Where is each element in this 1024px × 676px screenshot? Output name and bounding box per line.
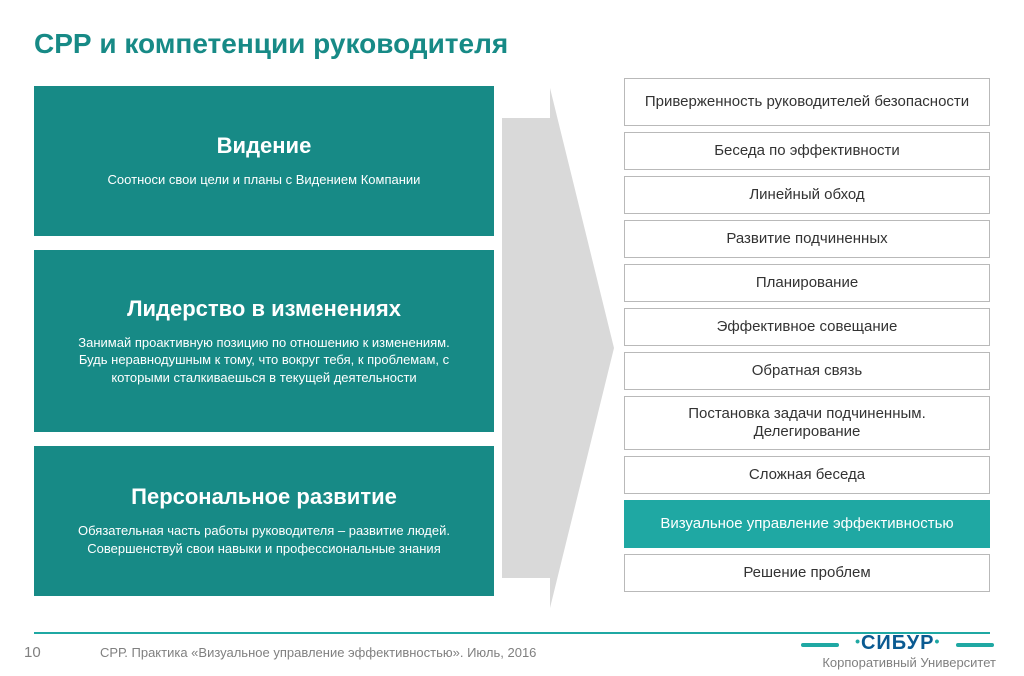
brand-name: СИБУР bbox=[845, 632, 950, 654]
content-row: Видение Соотноси свои цели и планы с Вид… bbox=[34, 78, 990, 618]
brand-decor bbox=[956, 643, 994, 647]
competency-box: Видение Соотноси свои цели и планы с Вид… bbox=[34, 86, 494, 236]
competency-box: Персональное развитие Обязательная часть… bbox=[34, 446, 494, 596]
footer: 10 СРР. Практика «Визуальное управление … bbox=[0, 628, 1024, 676]
list-item: Приверженность руководителей безопасност… bbox=[624, 78, 990, 126]
competency-title: Видение bbox=[68, 133, 460, 159]
slide: СРР и компетенции руководителя Видение С… bbox=[0, 0, 1024, 676]
competency-desc: Обязательная часть работы руководителя –… bbox=[68, 522, 460, 557]
competency-title: Персональное развитие bbox=[68, 484, 460, 510]
list-item: Решение проблем bbox=[624, 554, 990, 592]
items-column: Приверженность руководителей безопасност… bbox=[614, 78, 990, 618]
list-item: Визуальное управление эффективностью bbox=[624, 500, 990, 548]
brand-subtitle: Корпоративный Университет bbox=[799, 656, 996, 670]
brand-decor bbox=[801, 643, 839, 647]
list-item: Постановка задачи подчиненным. Делегиров… bbox=[624, 396, 990, 450]
list-item: Планирование bbox=[624, 264, 990, 302]
slide-title: СРР и компетенции руководителя bbox=[34, 28, 990, 60]
list-item: Обратная связь bbox=[624, 352, 990, 390]
list-item: Развитие подчиненных bbox=[624, 220, 990, 258]
list-item: Линейный обход bbox=[624, 176, 990, 214]
brand-block: СИБУР Корпоративный Университет bbox=[799, 632, 996, 670]
competencies-column: Видение Соотноси свои цели и планы с Вид… bbox=[34, 78, 494, 618]
list-item: Эффективное совещание bbox=[624, 308, 990, 346]
list-item: Сложная беседа bbox=[624, 456, 990, 494]
arrow-icon bbox=[494, 78, 614, 618]
competency-desc: Соотноси свои цели и планы с Видением Ко… bbox=[68, 171, 460, 189]
footer-text: СРР. Практика «Визуальное управление эфф… bbox=[100, 645, 536, 660]
list-item: Беседа по эффективности bbox=[624, 132, 990, 170]
competency-box: Лидерство в изменениях Занимай проактивн… bbox=[34, 250, 494, 432]
page-number: 10 bbox=[24, 644, 60, 661]
competency-title: Лидерство в изменениях bbox=[68, 296, 460, 322]
competency-desc: Занимай проактивную позицию по отношению… bbox=[68, 334, 460, 387]
